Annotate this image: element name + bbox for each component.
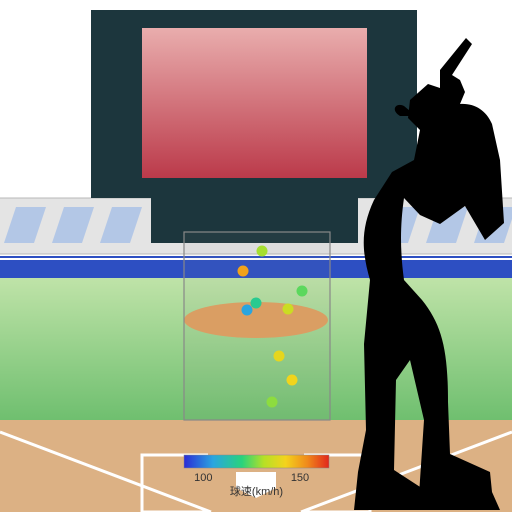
- legend-label: 球速(km/h): [230, 484, 283, 498]
- strike-zone: [184, 232, 330, 420]
- legend-tick: 150: [291, 472, 309, 484]
- pitch-location-chart: 100 150 球速(km/h): [0, 0, 512, 512]
- legend-colorbar: [184, 455, 329, 468]
- pitch-marker: [257, 246, 268, 257]
- pitch-marker: [283, 304, 294, 315]
- pitch-marker: [267, 397, 278, 408]
- pitch-marker: [242, 305, 253, 316]
- pitch-marker: [274, 351, 285, 362]
- pitch-marker: [287, 375, 298, 386]
- legend-tick: 100: [194, 472, 212, 484]
- pitch-marker: [297, 286, 308, 297]
- pitch-marker: [238, 266, 249, 277]
- pitch-marker: [251, 298, 262, 309]
- scoreboard-panel: [142, 28, 367, 178]
